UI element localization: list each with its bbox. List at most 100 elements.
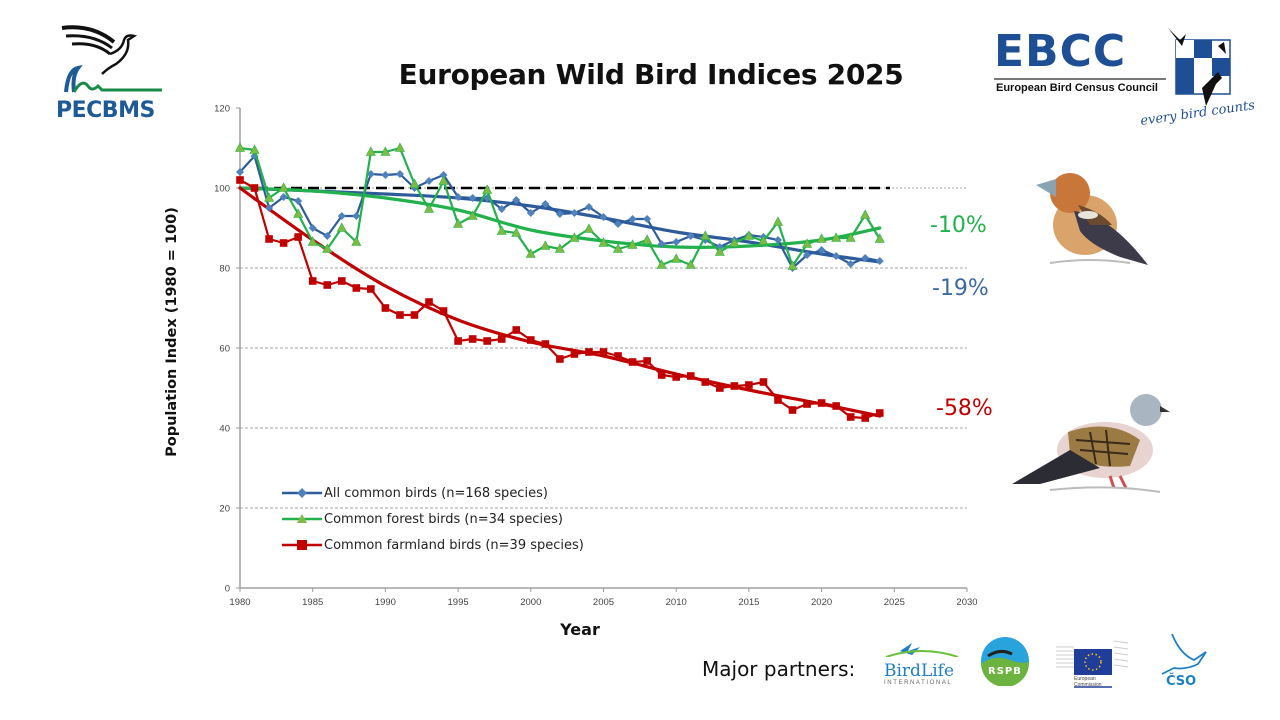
data-point <box>365 146 376 156</box>
cso-logo-text: ČSO <box>1166 674 1197 689</box>
data-point <box>308 224 317 232</box>
x-tick-label: 2010 <box>666 597 687 608</box>
data-point <box>875 409 884 417</box>
data-point <box>599 348 608 356</box>
pecbms-logo-text: PECBMS <box>56 98 155 123</box>
data-point <box>803 251 812 259</box>
cso-logo: ČSO <box>1158 630 1210 692</box>
data-point <box>672 238 681 246</box>
data-point <box>396 311 404 319</box>
x-tick-label: 1985 <box>302 597 323 608</box>
x-tick-label: 1995 <box>448 597 469 608</box>
data-point <box>511 227 522 237</box>
legend-label: All common birds (n=168 species) <box>324 485 548 501</box>
data-point <box>264 192 275 202</box>
data-point <box>512 326 521 334</box>
y-tick-label: 80 <box>219 264 230 275</box>
data-point <box>527 336 535 344</box>
data-point <box>336 222 347 232</box>
data-point <box>570 350 579 358</box>
data-point <box>308 277 317 285</box>
data-point <box>716 384 724 392</box>
data-point <box>265 235 273 243</box>
data-point <box>482 184 493 194</box>
data-point <box>279 239 288 247</box>
data-point <box>294 197 303 205</box>
series-markers-farmland <box>236 176 884 422</box>
data-point <box>497 205 506 213</box>
data-point <box>236 168 244 176</box>
trend-line-farmland <box>238 186 882 418</box>
x-tick-label: 2000 <box>520 597 541 608</box>
data-point <box>816 233 827 243</box>
data-point <box>860 209 871 219</box>
data-point <box>235 142 245 152</box>
european-commission-logo: European Commission <box>1054 633 1130 689</box>
data-point <box>758 235 769 245</box>
ebcc-logo-divider <box>994 78 1166 80</box>
data-point <box>671 253 682 263</box>
data-point <box>250 184 259 192</box>
data-point <box>787 260 798 270</box>
legend-label: Common forest birds (n=34 species) <box>324 511 563 527</box>
data-point <box>294 233 302 241</box>
y-tick-label: 20 <box>219 504 230 515</box>
data-point <box>585 348 593 356</box>
data-point <box>657 371 666 379</box>
partners-label: Major partners: <box>702 657 856 681</box>
data-point <box>614 352 622 360</box>
x-tick-label: 2020 <box>811 597 832 608</box>
data-point <box>845 232 856 242</box>
x-tick-label: 2005 <box>593 597 614 608</box>
data-point <box>831 232 842 242</box>
data-point <box>438 175 449 185</box>
data-point <box>832 252 841 260</box>
ebcc-logo: EBCC European Bird Census Council every … <box>990 22 1270 129</box>
data-point <box>496 225 507 235</box>
data-point <box>832 402 840 410</box>
data-point <box>410 311 419 319</box>
data-point <box>817 246 826 254</box>
data-point <box>846 260 855 268</box>
data-point <box>569 232 580 242</box>
data-point <box>337 212 346 220</box>
data-point <box>759 378 768 386</box>
y-tick-label: 120 <box>214 104 230 115</box>
data-point <box>468 335 477 343</box>
data-point <box>817 399 826 407</box>
data-point <box>642 234 653 244</box>
all-change-label: -19% <box>932 276 989 301</box>
data-point <box>614 220 623 228</box>
birdlife-bird-icon <box>885 643 959 658</box>
rspb-logo: RSPB <box>980 636 1030 688</box>
data-point <box>352 212 361 220</box>
data-point <box>381 171 390 179</box>
data-point <box>774 396 782 404</box>
data-point <box>743 230 754 240</box>
y-tick-label: 40 <box>219 424 230 435</box>
data-point <box>540 240 551 250</box>
y-tick-label: 0 <box>225 584 230 595</box>
data-point <box>643 357 651 365</box>
data-point <box>323 232 332 240</box>
data-point <box>249 144 260 154</box>
data-point <box>861 414 870 422</box>
data-point <box>380 146 391 156</box>
data-point <box>454 337 462 345</box>
data-point <box>730 382 739 390</box>
series-markers-forest <box>235 142 885 270</box>
data-point <box>656 259 667 269</box>
data-point <box>628 215 637 223</box>
data-point <box>468 194 477 202</box>
legend-label: Common farmland birds (n=39 species) <box>324 537 584 553</box>
data-point <box>745 381 753 389</box>
data-point <box>322 243 333 253</box>
data-point <box>773 236 782 244</box>
data-point <box>802 238 813 248</box>
data-point <box>541 200 550 208</box>
x-tick-label: 2030 <box>956 597 977 608</box>
data-point <box>583 223 594 233</box>
data-point <box>714 246 725 256</box>
birdlife-logo-text: BirdLife <box>884 661 955 681</box>
legend-item-farmland: Common farmland birds (n=39 species) <box>282 532 584 558</box>
